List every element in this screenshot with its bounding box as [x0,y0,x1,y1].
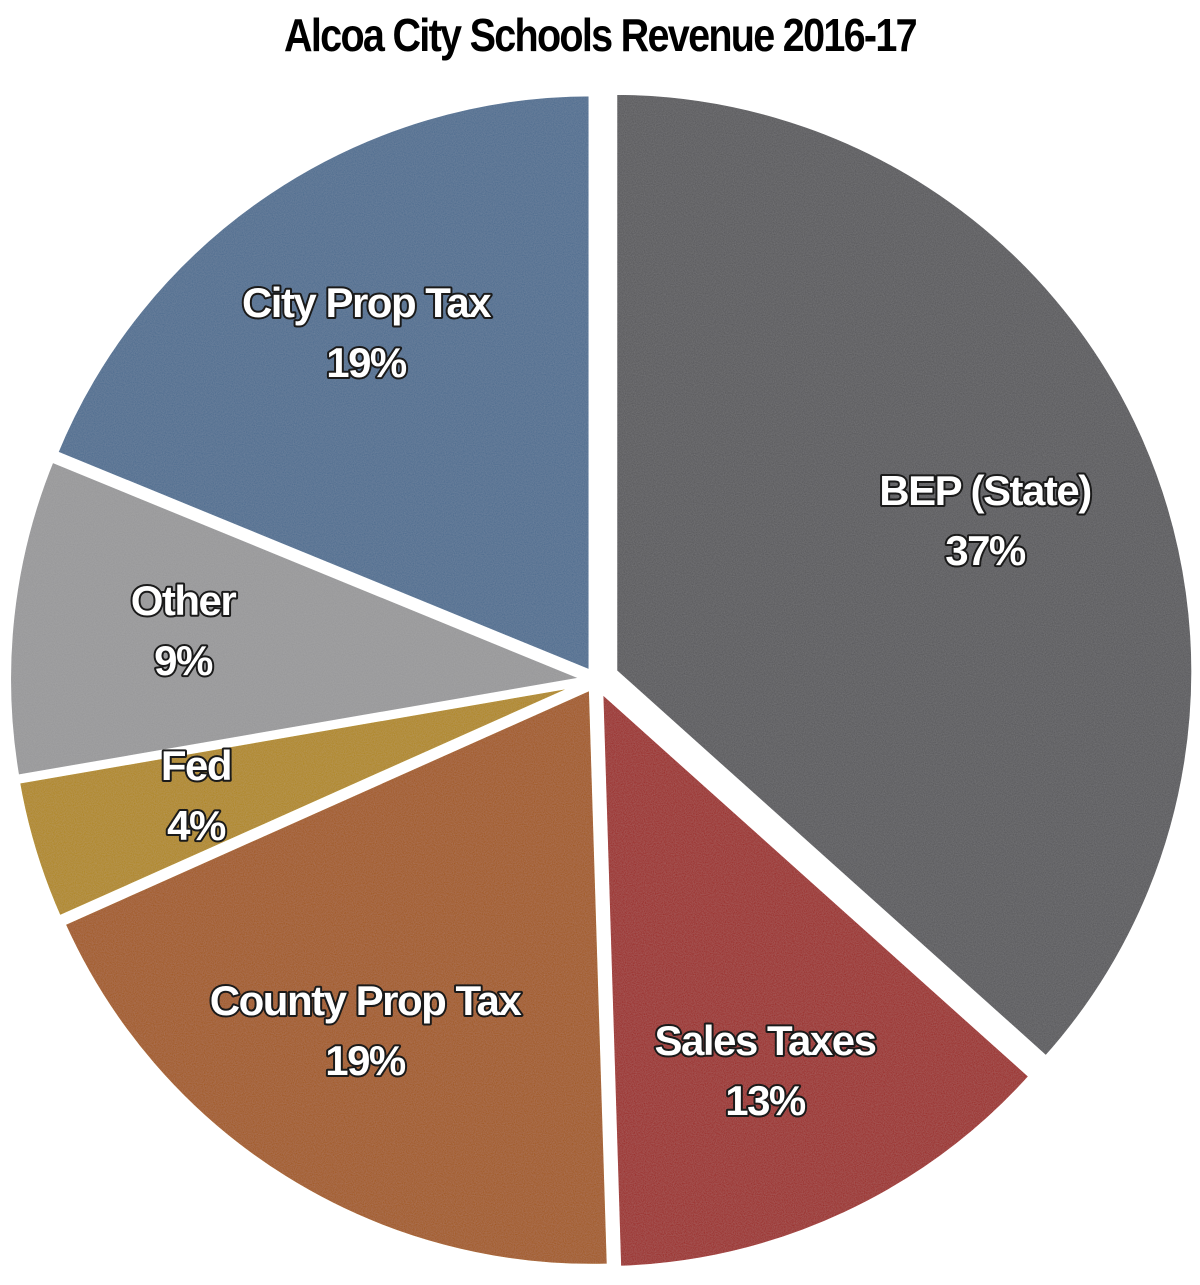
slice-label: City Prop Tax [242,279,492,326]
slice-percent-label: 37% [945,527,1026,574]
slice-percent-label: 4% [167,802,226,849]
labels-layer: BEP (State) 37% Sales Taxes 13% County Prop … [129,277,1094,1126]
pie-slice-fed [13,679,590,923]
slice-label: BEP (State) [879,467,1090,514]
slice-label: Sales Taxes [655,1017,876,1064]
slice-label: Fed [161,742,231,789]
slice-percent-label: 9% [154,637,213,684]
slices-layer [5,88,1198,1272]
slice-percent-label: 13% [725,1077,806,1124]
slice-percent-label: 19% [325,1037,406,1084]
pie-slice-other [5,455,599,782]
pie-slice-bep-state [611,88,1198,1064]
pie-slice-county-prop-tax [58,682,613,1270]
slice-label: Other [131,577,237,624]
pie-slice-sales-taxes [597,682,1037,1272]
slice-label: County Prop Tax [210,977,523,1024]
slice-percent-label: 19% [326,339,407,386]
chart-title: Alcoa City Schools Revenue 2016-17 [284,9,918,61]
pie-slice-city-prop-tax [50,90,595,678]
